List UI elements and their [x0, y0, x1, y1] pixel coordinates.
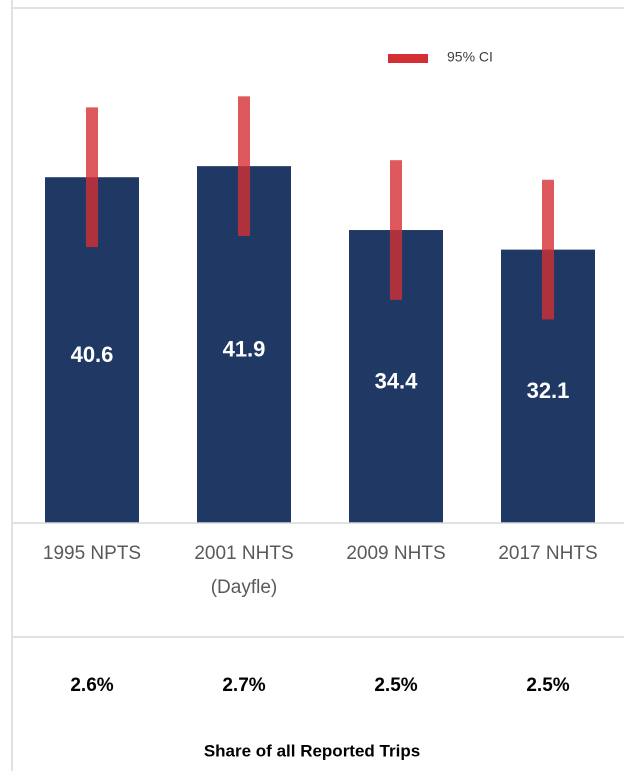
- data-label: 41.9: [223, 336, 266, 361]
- share-value: 2.6%: [70, 675, 113, 696]
- legend-swatch: [388, 54, 428, 63]
- data-label: 34.4: [375, 368, 419, 393]
- x-tick-label: (Dayfle): [211, 577, 278, 598]
- share-value: 2.7%: [222, 675, 265, 696]
- data-label: 40.6: [71, 342, 114, 367]
- share-value: 2.5%: [526, 675, 569, 696]
- x-tick-label: 2009 NHTS: [346, 543, 445, 564]
- share-title: Share of all Reported Trips: [204, 741, 420, 760]
- error-bar: [542, 179, 554, 320]
- x-tick-label: 2001 NHTS: [194, 543, 293, 564]
- x-tick-label: 1995 NPTS: [43, 543, 141, 564]
- share-value: 2.5%: [374, 675, 417, 696]
- data-label: 32.1: [527, 378, 570, 403]
- error-bar: [238, 96, 250, 236]
- x-tick-label: 2017 NHTS: [498, 543, 597, 564]
- legend-label: 95% CI: [447, 49, 493, 65]
- error-bar: [86, 107, 98, 248]
- error-bar: [390, 160, 402, 300]
